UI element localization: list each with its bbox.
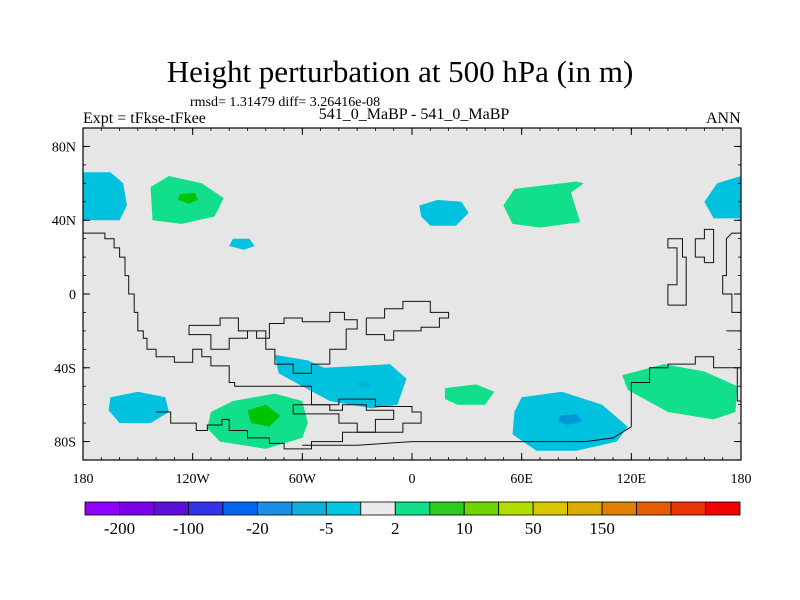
x-tick-label: 120W xyxy=(176,472,211,487)
x-axis: 180 120W 60W 0 60E 120E 180 xyxy=(73,128,752,487)
colorbar-swatch xyxy=(567,501,603,516)
coastline-8 xyxy=(694,228,715,264)
contour-pos-north-america-core xyxy=(178,192,199,204)
contour-pos-sw-pacific xyxy=(622,364,738,420)
experiment-label: Expt = tFkse-tFkee xyxy=(83,110,206,127)
colorbar-label: 2 xyxy=(391,519,400,538)
y-axis: 80N 40N 0 40S 80S xyxy=(52,127,741,461)
colorbar-swatch xyxy=(463,501,500,516)
x-tick-label: 120E xyxy=(617,472,647,487)
colorbar-label: 10 xyxy=(456,519,473,538)
y-tick-label: 80N xyxy=(52,140,76,155)
contour-pos-south-atlantic-small xyxy=(444,384,495,405)
colorbar-swatch xyxy=(84,501,120,516)
coastline-1 xyxy=(188,311,358,374)
colorbar-swatch xyxy=(670,501,706,516)
coastline-7 xyxy=(667,238,687,306)
colorbar-label: -100 xyxy=(173,519,204,538)
y-tick-label: 40N xyxy=(52,214,76,229)
x-tick-label: 60W xyxy=(289,472,317,487)
colorbar-label: -20 xyxy=(246,519,269,538)
y-tick-label: 0 xyxy=(69,288,76,303)
colorbar-label: 50 xyxy=(525,519,542,538)
x-tick-label: 60E xyxy=(510,472,533,487)
colorbar-swatch xyxy=(256,501,293,516)
coastline-6 xyxy=(722,232,741,332)
season-label: ANN xyxy=(706,110,741,127)
coastline-3 xyxy=(292,398,422,433)
colorbar-swatch xyxy=(360,501,396,516)
x-tick-label: 180 xyxy=(731,472,752,487)
colorbar-swatch xyxy=(601,501,637,516)
contour-neg-indian-ocean-core xyxy=(558,413,582,425)
y-tick-label: 80S xyxy=(54,436,76,451)
colorbar-label: -200 xyxy=(104,519,135,538)
contour-neg-ne-pacific-edge xyxy=(704,176,741,219)
colorbar-label: -5 xyxy=(319,519,333,538)
contour-neg-small-atlantic xyxy=(229,238,255,250)
coastline-0 xyxy=(83,232,395,450)
colorbar-swatch xyxy=(636,501,672,516)
contour-pos-south-pacific-core xyxy=(247,404,281,427)
colorbar-swatch xyxy=(532,501,569,516)
contour-neg-south-atlantic xyxy=(274,354,407,409)
coastlines xyxy=(83,228,741,450)
coastline-2 xyxy=(365,300,450,341)
contour-pos-central-asia xyxy=(503,181,584,228)
contour-neg-south-atlantic-core xyxy=(357,380,372,389)
y-tick-label: 40S xyxy=(54,362,76,377)
colorbar-label: 150 xyxy=(589,519,615,538)
colorbar: -200 -100 -20 -5 2 10 50 150 xyxy=(84,501,741,538)
colorbar-swatch xyxy=(119,501,155,516)
colorbar-swatch xyxy=(429,501,465,516)
colorbar-swatch xyxy=(325,501,362,516)
x-tick-label: 180 xyxy=(73,472,94,487)
colorbar-swatch xyxy=(291,501,327,516)
colorbar-swatch xyxy=(498,501,534,516)
colorbar-swatch xyxy=(188,501,224,516)
colorbar-swatch xyxy=(153,501,189,516)
colorbar-swatch xyxy=(222,501,258,516)
contour-neg-south-pacific xyxy=(108,391,169,424)
coastline-4 xyxy=(302,426,632,446)
stats-label: rmsd= 1.31479 diff= 3.26416e-08 xyxy=(190,95,381,110)
colorbar-swatch xyxy=(394,501,431,516)
contour-neg-nw-pacific xyxy=(83,172,127,221)
case-label: 541_0_MaBP - 541_0_MaBP xyxy=(318,106,510,123)
colorbar-swatch xyxy=(705,501,741,516)
plot-title: Height perturbation at 500 hPa (in m) xyxy=(166,54,634,89)
x-tick-label: 0 xyxy=(409,472,416,487)
contour-neg-europe xyxy=(419,199,469,226)
contour-regions xyxy=(83,172,741,451)
